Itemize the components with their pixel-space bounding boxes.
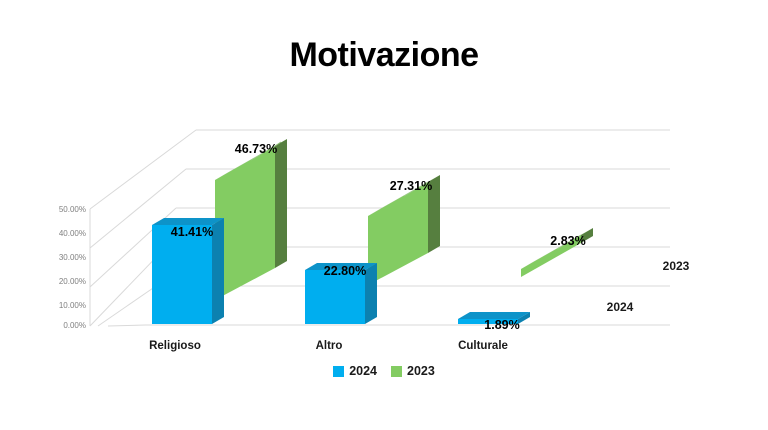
data-label-2023-religioso: 46.73% (235, 142, 277, 156)
data-label-2024-religioso: 41.41% (171, 225, 213, 239)
y-axis-ticks: 50.00% 40.00% 30.00% 20.00% 10.00% 0.00% (59, 205, 86, 330)
x-axis-labels: Religioso Altro Culturale (149, 340, 508, 352)
bar-2024-religioso[interactable] (152, 218, 224, 324)
bar-2023-culturale[interactable] (521, 228, 593, 277)
depth-label-2023: 2023 (663, 259, 690, 273)
depth-label-2024: 2024 (607, 300, 634, 314)
chart-title: Motivazione (289, 36, 479, 74)
y-tick-label: 20.00% (59, 277, 86, 286)
legend-label-2024: 2024 (349, 364, 377, 378)
legend-swatch-2024 (333, 365, 345, 377)
legend-item-2024[interactable]: 2024 (333, 364, 377, 378)
y-tick-label: 40.00% (59, 229, 86, 238)
data-label-2024-altro: 22.80% (324, 264, 366, 278)
y-tick-label: 10.00% (59, 301, 86, 310)
data-label-2023-culturale: 2.83% (550, 234, 585, 248)
data-labels: 41.41% 46.73% 22.80% 27.31% 1.89% 2.83% (171, 142, 586, 332)
y-tick-label: 0.00% (63, 321, 86, 330)
legend-label-2023: 2023 (407, 364, 435, 378)
chart-legend: 2024 2023 (0, 364, 768, 378)
bar-2023-religioso[interactable] (215, 139, 287, 300)
legend-swatch-2023 (391, 365, 402, 377)
bar-2024-culturale[interactable] (458, 312, 530, 324)
y-tick-label: 50.00% (59, 205, 86, 214)
y-tick-label: 30.00% (59, 253, 86, 262)
data-label-2024-culturale: 1.89% (484, 318, 519, 332)
category-label-altro: Altro (316, 340, 343, 352)
data-label-2023-altro: 27.31% (390, 179, 432, 193)
bar-2024-altro[interactable] (305, 263, 377, 324)
category-label-religioso: Religioso (149, 340, 201, 352)
legend-item-2023[interactable]: 2023 (391, 364, 435, 378)
bar-2023-altro[interactable] (368, 175, 440, 285)
category-label-culturale: Culturale (458, 340, 508, 352)
depth-axis-labels: 2023 2024 (607, 259, 690, 314)
